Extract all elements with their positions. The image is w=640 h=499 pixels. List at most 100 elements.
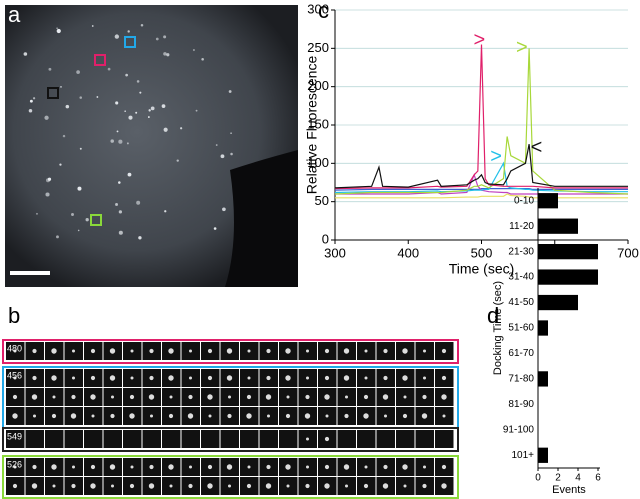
series-line: [334, 48, 629, 195]
speckle: [201, 57, 204, 61]
thumbnail-spot: [109, 348, 116, 354]
thumbnail-spot: [13, 465, 17, 469]
speckle: [213, 227, 217, 230]
thumbnail-spot: [149, 375, 154, 381]
thumbnail-spot: [72, 376, 75, 380]
thumbnail-spot: [110, 413, 115, 419]
thumbnail-spot: [188, 394, 193, 400]
thumbnail-spot: [130, 465, 134, 469]
thumbnail-spot: [267, 414, 270, 418]
thumbnail-spot: [345, 395, 348, 399]
thumbnail-spot: [90, 348, 96, 354]
x-tick-label: 500: [471, 245, 493, 260]
thumbnail-spot: [13, 376, 17, 380]
thumbnail-spot: [305, 483, 310, 489]
thumbnail: [415, 430, 434, 448]
thumbnail-spot: [130, 376, 134, 380]
speckle: [48, 67, 52, 71]
thumbnail-spot: [402, 348, 408, 354]
bar: [538, 371, 548, 387]
bar: [538, 294, 578, 311]
y-tick-label: 200: [307, 78, 329, 93]
thumbnail: [84, 430, 103, 448]
speckle: [166, 53, 170, 57]
speckle: [180, 127, 183, 130]
speckle: [107, 67, 111, 71]
thumbnail-spot: [286, 484, 290, 488]
thumbnail: [45, 430, 64, 448]
x-tick-label: 2: [555, 473, 561, 484]
thumbnail: [64, 430, 83, 448]
y-axis-label: Relative Fluorescence: [304, 56, 320, 195]
thumbnail-spot: [168, 413, 174, 419]
thumbnail-spot: [383, 375, 388, 381]
trace-label: 456: [7, 370, 22, 380]
panel-label: c: [318, 0, 329, 23]
thumbnail: [181, 430, 200, 448]
thumbnail-spot: [246, 413, 252, 419]
thumbnail-spot: [111, 484, 114, 488]
thumbnail-spot: [383, 464, 388, 470]
thumbnail-spot: [51, 348, 57, 354]
thumbnail: [435, 430, 454, 448]
thumbnail-spot: [208, 414, 212, 418]
x-tick-label: 300: [324, 245, 346, 260]
annotation: <: [531, 136, 543, 158]
thumbnail-spot: [305, 394, 310, 400]
speckle: [118, 139, 123, 144]
series-line: [335, 173, 628, 195]
roi-blue: [124, 36, 136, 48]
image-strips: 480 456 549 526: [2, 339, 459, 499]
x-tick-label: 4: [575, 473, 581, 484]
thumbnail-spot: [344, 413, 349, 419]
thumbnail-spot: [402, 413, 408, 419]
thumbnail-spot: [51, 413, 57, 419]
thumbnail: [357, 430, 376, 448]
thumbnail-spot: [441, 394, 447, 400]
thumbnail-spot: [441, 483, 447, 489]
thumbnail: [337, 430, 356, 448]
y-tick-label: 91-100: [503, 424, 535, 435]
thumbnail-spot: [150, 414, 153, 418]
bar: [538, 218, 578, 234]
panel-label: b: [8, 303, 20, 328]
bar: [538, 447, 548, 463]
thumbnail-spot: [168, 464, 174, 470]
y-axis-label: Docking Time (sec): [492, 281, 504, 375]
series-line: [335, 193, 628, 199]
speckle: [45, 192, 50, 197]
thumbnail-spot: [227, 413, 232, 419]
thumbnail: [162, 430, 181, 448]
thumbnail-spot: [324, 375, 330, 381]
thumbnail-spot: [111, 395, 114, 399]
speckle: [135, 111, 138, 114]
thumbnail-spot: [207, 348, 213, 354]
thumbnail-spot: [168, 375, 174, 381]
speckle: [23, 52, 28, 56]
thumbnail-spot: [364, 376, 368, 380]
thumbnail-spot: [442, 414, 446, 418]
thumbnail-spot: [71, 483, 76, 489]
series-line: [334, 144, 628, 189]
speckle: [139, 91, 142, 94]
thumbnail-spot: [343, 375, 350, 381]
thumbnail-spot: [246, 483, 252, 489]
speckle: [79, 96, 82, 99]
annotation: >: [490, 145, 502, 167]
thumbnail-spot: [149, 464, 154, 470]
thumbnail-spot: [324, 394, 330, 400]
speckle: [192, 49, 195, 52]
thumbnail-spot: [306, 437, 309, 441]
thumbnail-spot: [12, 483, 18, 489]
thumbnail-spot: [13, 349, 17, 353]
speckle: [128, 115, 133, 120]
thumbnail-spot: [285, 464, 291, 470]
thumbnail-spot: [90, 483, 96, 489]
speckle: [138, 236, 142, 240]
y-tick-label: 50: [315, 193, 329, 208]
thumbnail-spot: [364, 465, 368, 469]
speckle: [176, 159, 179, 162]
thumbnail-spot: [90, 464, 96, 470]
thumbnail-spot: [343, 348, 350, 354]
thumbnail-spot: [402, 464, 408, 470]
